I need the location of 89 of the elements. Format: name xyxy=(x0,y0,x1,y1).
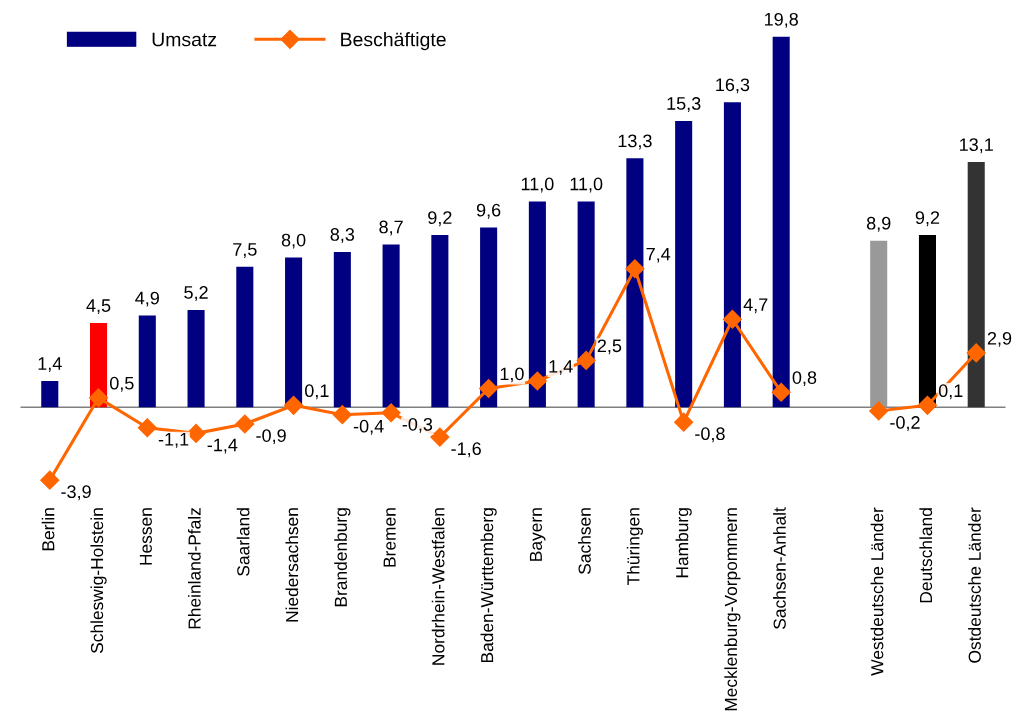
data-label: -0,3 xyxy=(402,417,433,433)
point xyxy=(625,259,645,279)
bar xyxy=(772,36,790,408)
x-tick-label: Hessen xyxy=(139,508,152,565)
data-label: -1,4 xyxy=(207,438,238,454)
bar xyxy=(626,158,644,408)
data-label: 15,3 xyxy=(667,97,701,112)
data-label: 0,1 xyxy=(305,384,329,400)
x-tick-label: Ostdeutsche Länder xyxy=(968,507,981,663)
bar xyxy=(382,244,400,408)
point xyxy=(722,309,742,329)
x-tick-label: Rheinland-Pfalz xyxy=(187,508,201,629)
data-label: 0,5 xyxy=(109,376,134,392)
x-tick-label: Deutschland xyxy=(919,508,933,603)
data-label: 16,3 xyxy=(716,78,750,94)
bar xyxy=(870,240,888,408)
point xyxy=(89,388,109,408)
data-label: 13,3 xyxy=(618,134,652,150)
bar xyxy=(138,315,156,408)
data-label: 4,5 xyxy=(86,299,111,315)
data-label: 8,3 xyxy=(330,228,355,243)
point xyxy=(771,382,791,402)
x-tick-label: Mecklenburg-Vorpommern xyxy=(724,508,741,711)
x-tick-label: Westdeutsche Länder xyxy=(870,507,884,676)
legend-label: Beschäftigte xyxy=(341,32,446,51)
data-label: 0,1 xyxy=(938,384,963,400)
x-tick-label: Hamburg xyxy=(675,508,692,578)
data-label: 4,9 xyxy=(135,291,159,307)
data-label: 0,8 xyxy=(792,371,817,387)
point xyxy=(527,371,547,391)
data-label: 9,2 xyxy=(915,211,940,227)
data-label: -1,6 xyxy=(451,442,481,458)
x-tick-label: Bayern xyxy=(529,508,546,561)
x-tick-label: Bremen xyxy=(383,508,396,567)
point xyxy=(284,395,304,415)
bar xyxy=(431,235,449,408)
data-label: -0,2 xyxy=(890,416,920,431)
legend-label: Umsatz xyxy=(152,32,217,47)
bar xyxy=(967,162,985,408)
data-label: 8,9 xyxy=(866,216,891,232)
point xyxy=(332,405,352,425)
data-label: 8,0 xyxy=(281,233,306,249)
data-label: -0,8 xyxy=(695,427,725,443)
x-tick-label: Saarland xyxy=(236,508,250,576)
data-label: 9,6 xyxy=(476,203,501,219)
bar xyxy=(333,251,351,408)
data-label: 2,9 xyxy=(987,331,1012,347)
data-label: 1,0 xyxy=(500,367,524,383)
x-tick-label: Sachsen-Anhalt xyxy=(773,507,786,629)
bar xyxy=(187,309,205,408)
point xyxy=(479,378,499,399)
data-label: -0,4 xyxy=(353,419,384,435)
data-label: 11,0 xyxy=(521,177,554,193)
data-label: -3,9 xyxy=(61,485,91,501)
data-label: 5,2 xyxy=(184,286,208,301)
bar xyxy=(723,102,741,408)
data-label: 19,8 xyxy=(764,12,798,28)
x-tick-label: Niedersachsen xyxy=(285,508,299,622)
x-tick-label: Schleswig-Holstein xyxy=(90,508,107,654)
data-label: 7,4 xyxy=(646,247,671,263)
point xyxy=(576,350,596,370)
data-label: 13,1 xyxy=(960,138,993,154)
point xyxy=(137,418,157,438)
x-tick-label: Baden-Württemberg xyxy=(480,508,497,663)
x-tick-label: Berlin xyxy=(41,508,55,551)
data-label: 1,4 xyxy=(38,357,62,373)
x-tick-label: Nordrhein-Westfalen xyxy=(431,508,445,665)
data-label: 7,5 xyxy=(233,243,257,258)
x-tick-label: Thüringen xyxy=(626,508,643,585)
point xyxy=(40,470,60,490)
data-label: -0,9 xyxy=(256,429,286,445)
data-label: 4,7 xyxy=(743,298,768,314)
data-label: 2,5 xyxy=(597,339,622,355)
bar xyxy=(480,227,498,408)
data-label: 1,4 xyxy=(549,360,573,375)
bar xyxy=(577,201,595,408)
x-tick-label: Brandenburg xyxy=(334,508,351,607)
bar xyxy=(236,266,254,408)
bar xyxy=(41,380,59,408)
x-tick-label: Sachsen xyxy=(578,508,591,574)
data-label: -1,1 xyxy=(158,433,189,448)
point xyxy=(430,427,450,447)
data-label: 9,2 xyxy=(428,211,452,227)
point xyxy=(235,414,255,434)
bar xyxy=(528,201,546,408)
bar xyxy=(675,120,693,408)
point xyxy=(674,412,694,432)
data-label: 11,0 xyxy=(570,177,603,193)
data-label: 8,7 xyxy=(379,220,403,236)
